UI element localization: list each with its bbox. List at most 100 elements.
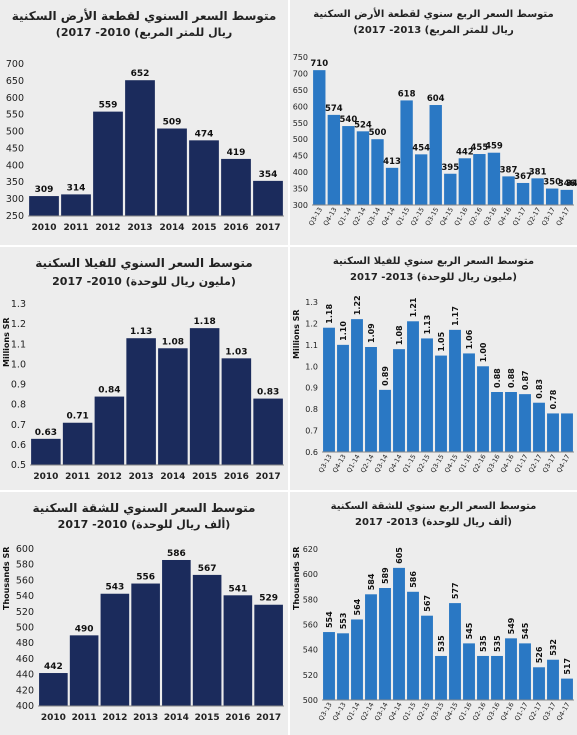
data-label: 309: [35, 185, 54, 195]
y-tick-label: 600: [16, 544, 34, 555]
bar: [444, 173, 457, 205]
data-label: 1.18: [325, 304, 334, 324]
x-tick-label: 2012: [102, 713, 127, 723]
bar: [126, 338, 156, 465]
data-label: 1.00: [479, 342, 488, 362]
data-label: 0.63: [35, 428, 57, 438]
data-label: 586: [409, 571, 418, 588]
bar: [94, 396, 125, 465]
bar: [533, 402, 545, 452]
chart-quarterly-land: 300350400450500550600650700750710Q3-1357…: [293, 53, 577, 227]
bar: [560, 189, 573, 205]
bar: [162, 559, 191, 706]
bar: [223, 595, 253, 706]
bar: [337, 344, 349, 452]
data-label: 567: [198, 564, 217, 574]
data-label: 524: [354, 120, 372, 130]
data-label: 553: [339, 613, 348, 630]
x-tick-label: 2012: [95, 223, 120, 233]
bar: [61, 194, 91, 216]
data-label: 0.83: [257, 388, 279, 398]
data-label: 395: [441, 163, 459, 173]
bar: [547, 659, 559, 700]
bar: [519, 643, 531, 700]
y-tick-label: 700: [293, 69, 308, 78]
data-label: 535: [437, 635, 446, 652]
x-tick-label: 2014: [160, 472, 185, 482]
x-tick-label: 2015: [195, 713, 220, 723]
bar: [519, 394, 531, 452]
y-tick-label: 650: [6, 76, 24, 87]
bar: [69, 635, 99, 706]
data-label: 346: [558, 179, 576, 189]
data-label: 567: [423, 595, 432, 612]
chart-title: متوسط السعر الربع سنوي لقطعة الأرض السكن…: [313, 9, 554, 20]
bar: [487, 152, 501, 205]
data-label: 455: [471, 143, 489, 153]
chart-subtitle: (مليون ريال للوحدة) 2010- 2017: [52, 275, 236, 288]
bar: [125, 80, 155, 216]
chart-subtitle: (مليون ريال للوحدة) 2013- 2017: [349, 272, 517, 283]
x-tick-label: 2014: [164, 713, 189, 723]
data-label: 564: [353, 598, 362, 615]
data-label: 535: [479, 635, 488, 652]
bar: [561, 678, 573, 700]
data-label: 543: [105, 583, 124, 593]
data-label: 490: [75, 624, 94, 634]
bar: [365, 347, 377, 452]
chart-title: متوسط السعر الربع سنوي للشقة السكنية: [330, 501, 537, 512]
data-label: 419: [227, 148, 246, 158]
bar: [221, 158, 251, 216]
data-label: 1.05: [437, 331, 446, 351]
y-tick-label: 0.8: [305, 405, 318, 414]
bar: [29, 196, 59, 216]
y-tick-label: 0.7: [11, 420, 26, 431]
data-label: 540: [340, 115, 358, 125]
bar: [356, 131, 370, 205]
x-tick-label: 2013: [129, 472, 154, 482]
y-tick-label: 1.2: [11, 319, 26, 330]
data-label: 1.13: [130, 327, 152, 337]
chart-subtitle: ريال للمتر المربع) 2010- 2017): [55, 26, 233, 39]
data-label: 589: [381, 567, 390, 584]
x-tick-label: 2011: [72, 713, 97, 723]
x-tick-label: 2015: [191, 223, 216, 233]
data-label: 535: [493, 635, 502, 652]
data-label: 1.13: [423, 315, 432, 335]
data-label: 517: [563, 658, 572, 675]
x-tick-label: 2016: [223, 223, 248, 233]
chart-subtitle: (ألف ريال للوحدة) 2013- 2017: [355, 517, 512, 528]
chart-title: متوسط السعر السنوي للشقة السكنية: [32, 501, 256, 515]
panel-annual-villa: متوسط السعر السنوي للفيلا السكنية (مليون…: [0, 247, 288, 490]
bar: [531, 178, 544, 205]
data-label: 545: [465, 622, 474, 639]
data-label: 554: [325, 611, 334, 628]
y-tick-label: 0.9: [305, 384, 318, 393]
chart-annual-land: 250 300 350 400 450 500 550 600 650 700 309 2010 314…: [6, 59, 284, 233]
data-label: 0.84: [98, 386, 120, 396]
data-label: 0.71: [67, 412, 89, 422]
y-tick-label: 450: [6, 143, 24, 154]
chart-subtitle: ريال للمتر المربع) 2013- 2017): [353, 25, 514, 36]
bar: [379, 588, 391, 700]
panel-annual-land: متوسط السعر السنوي لقطعة الأرض السكنية ر…: [0, 0, 288, 245]
bar: [385, 167, 399, 205]
bar: [407, 321, 419, 452]
data-label: 459: [485, 142, 503, 152]
y-tick-label: 550: [6, 110, 24, 121]
x-tick-label: Q4-17: [555, 453, 572, 474]
y-tick-label: 480: [16, 638, 34, 649]
y-tick-label: 0.7: [305, 427, 318, 436]
bar: [62, 422, 93, 465]
data-label: 1.10: [339, 321, 348, 341]
x-tick-label: Q4-17: [555, 701, 572, 722]
bar: [477, 655, 489, 700]
x-tick-label: 2011: [65, 472, 90, 482]
bar: [421, 615, 433, 700]
data-label: 618: [398, 89, 416, 99]
data-label: 584: [367, 573, 376, 590]
data-label: 559: [99, 101, 118, 111]
bar: [93, 111, 123, 216]
bar: [158, 348, 188, 465]
y-tick-label: 560: [303, 621, 318, 630]
